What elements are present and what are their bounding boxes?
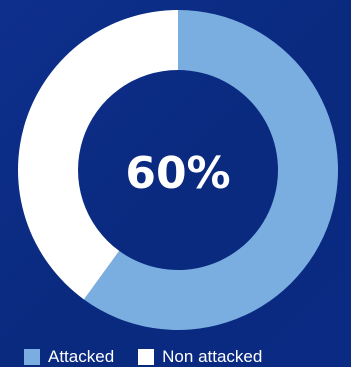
- legend-label-non-attacked: Non attacked: [162, 347, 263, 366]
- donut-chart: 60%: [17, 10, 338, 330]
- legend-swatch-attacked: [24, 349, 40, 365]
- legend-item-non-attacked: Non attacked: [138, 347, 262, 367]
- legend-label-attacked: Attacked: [48, 347, 115, 366]
- slice-attacked: [83, 10, 338, 330]
- chart-legend: Attacked Non attacked: [24, 347, 262, 367]
- center-percentage-label: 60%: [125, 148, 230, 199]
- legend-swatch-non-attacked: [138, 349, 155, 365]
- legend-item-attacked: Attacked: [24, 347, 114, 367]
- donut-slices: [17, 10, 338, 330]
- slice-non-attacked: [17, 10, 178, 300]
